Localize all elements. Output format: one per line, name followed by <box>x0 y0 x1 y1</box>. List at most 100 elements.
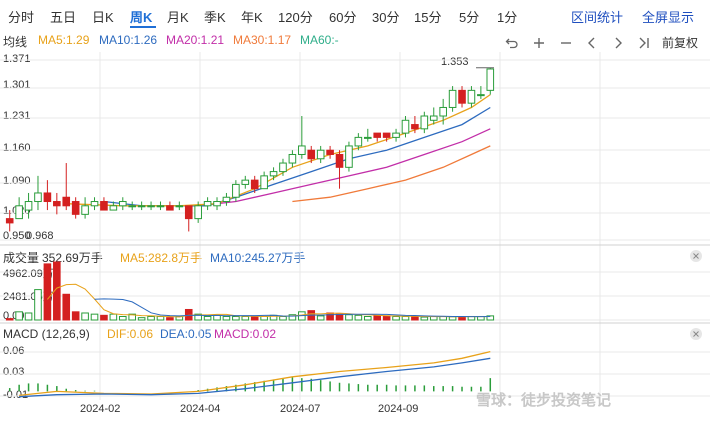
candle-body-25 <box>241 179 250 185</box>
tab-4[interactable]: 月K <box>167 10 189 25</box>
adjust-type-toggle[interactable]: 前复权 <box>662 36 699 50</box>
volume-axis-label-0: 4962.09万 <box>3 268 54 280</box>
volume-bar-24 <box>232 315 240 321</box>
candle-body-40 <box>382 132 391 138</box>
period-tab-bar: 分时 五日 日K 周K 月K 季K 年K 120分 60分 30分 15分 5分 1分 区间统计 全屏显… <box>0 0 710 30</box>
candle-body-14 <box>137 205 146 208</box>
close-volume-icon[interactable] <box>690 250 702 262</box>
volume-bar-14 <box>137 317 146 321</box>
x-axis-label-1: 2024-04 <box>180 403 221 415</box>
candle-body-12 <box>118 201 127 207</box>
volume-bar-2 <box>24 312 33 321</box>
scroll-right-icon[interactable] <box>610 35 626 51</box>
ma20-legend: MA20:1.21 <box>166 33 225 47</box>
zoom-in-icon[interactable] <box>531 35 547 51</box>
tab-5[interactable]: 季K <box>204 10 226 25</box>
ma30-legend: MA30:1.17 <box>233 33 292 47</box>
tab-1[interactable]: 五日 <box>50 10 77 25</box>
reset-icon[interactable] <box>504 35 520 51</box>
tab-9[interactable]: 30分 <box>372 10 400 25</box>
candle-body-42 <box>401 119 410 134</box>
interval-stats-link[interactable]: 区间统计 <box>571 10 624 25</box>
candle-body-28 <box>269 171 278 177</box>
tab-7[interactable]: 120分 <box>278 10 313 25</box>
zoom-out-icon[interactable] <box>558 35 574 51</box>
fullscreen-link[interactable]: 全屏显示 <box>642 10 695 25</box>
tab-10[interactable]: 15分 <box>414 10 442 25</box>
price-axis-label-0: 1.371 <box>3 53 31 65</box>
volume-bar-40 <box>382 315 391 321</box>
tab-12[interactable]: 1分 <box>497 10 518 25</box>
candle-body-19 <box>184 205 193 220</box>
tab-11[interactable]: 5分 <box>459 10 480 25</box>
candle-body-18 <box>175 205 184 208</box>
candle-body-10 <box>100 201 108 211</box>
volume-bar-8 <box>81 312 89 321</box>
candle-body-20 <box>194 205 202 220</box>
macd-dif-line <box>19 350 491 397</box>
ma30-line <box>292 145 491 203</box>
volume-ma10-line <box>94 298 491 318</box>
candle-body-21 <box>203 201 212 207</box>
macd-dea-legend: DEA:0.05 <box>160 327 212 341</box>
volume-bar-23 <box>222 315 231 321</box>
volume-bar-36 <box>345 314 353 321</box>
candle-body-36 <box>345 145 353 168</box>
candle-body-17 <box>166 205 174 211</box>
candle-body-43 <box>411 124 419 130</box>
candle-body-34 <box>326 149 334 155</box>
candle-body-6 <box>62 196 71 207</box>
candle-body-41 <box>392 132 400 138</box>
volume-bar-42 <box>401 315 410 321</box>
candle-body-48 <box>458 89 466 104</box>
candle-body-23 <box>222 196 231 203</box>
candle-body-47 <box>448 89 457 108</box>
ma-legend-label: 均线 <box>3 35 28 49</box>
scroll-end-icon[interactable] <box>636 35 652 51</box>
tab-0[interactable]: 分时 <box>8 10 35 25</box>
candle-body-4 <box>43 192 52 203</box>
candle-body-8 <box>81 205 89 215</box>
volume-bar-51 <box>486 315 495 321</box>
candle-body-33 <box>316 149 325 160</box>
candle-body-2 <box>24 201 33 211</box>
tab-3[interactable]: 周K <box>130 10 153 25</box>
candle-body-15 <box>147 205 155 208</box>
volume-bar-0 <box>5 318 14 321</box>
tab-6[interactable]: 年K <box>241 10 263 25</box>
macd-axis-label-0: 0.06 <box>3 345 25 357</box>
volume-bar-12 <box>118 315 127 321</box>
volume-bar-48 <box>458 316 466 321</box>
macd-axis-label-2: -0.01 <box>3 389 29 401</box>
volume-bar-13 <box>128 313 137 321</box>
candle-body-5 <box>53 201 61 207</box>
ma10-line <box>103 106 491 207</box>
candle-body-38 <box>363 136 372 139</box>
candle-body-24 <box>232 183 240 198</box>
candle-body-51 <box>486 68 495 91</box>
ma10-legend: MA10:1.26 <box>99 33 158 47</box>
volume-bar-38 <box>363 315 372 321</box>
volume-bar-25 <box>241 315 250 321</box>
tab-8[interactable]: 60分 <box>329 10 357 25</box>
candle-body-44 <box>420 115 429 130</box>
candle-body-11 <box>109 205 118 211</box>
volume-bar-15 <box>147 315 155 321</box>
volume-bar-1 <box>15 311 23 321</box>
scroll-left-icon[interactable] <box>584 35 600 51</box>
volume-bar-37 <box>354 314 363 321</box>
candle-body-35 <box>335 153 344 168</box>
active-tab-indicator <box>130 26 156 28</box>
macd-legend-label: MACD (12,26,9) <box>3 327 90 341</box>
macd-value-legend: MACD:0.02 <box>214 327 277 341</box>
close-macd-icon[interactable] <box>690 328 702 340</box>
high-price-annotation: 1.353 <box>441 56 469 68</box>
volume-legend-value: 352.69万手 <box>42 251 103 265</box>
volume-bar-39 <box>373 315 382 321</box>
tab-2[interactable]: 日K <box>92 10 114 25</box>
macd-axis-label-1: 0.03 <box>3 366 25 378</box>
candle-body-3 <box>34 192 42 203</box>
volume-bar-44 <box>420 316 429 321</box>
macd-dif-legend: DIF:0.06 <box>107 327 154 341</box>
